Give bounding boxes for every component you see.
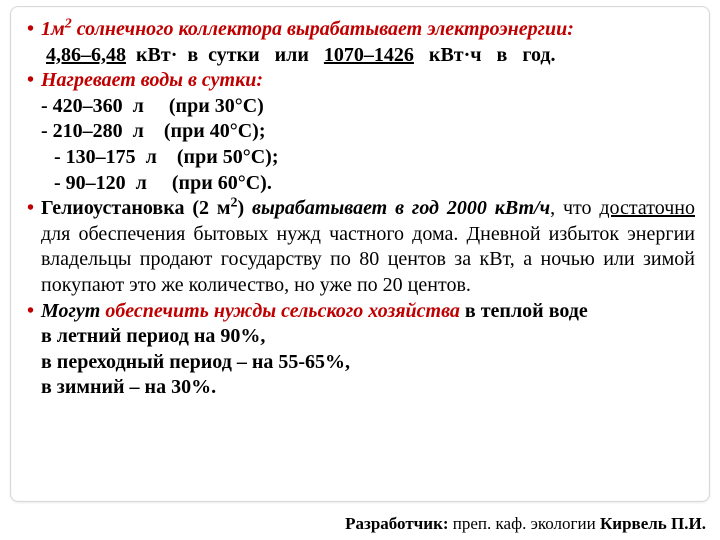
bullet-list: 1м2 солнечного коллектора вырабатывает э… <box>25 17 695 401</box>
footer-label: Разработчик: <box>345 514 448 533</box>
agri-line-3: в переходный период – на 55-65%, <box>41 350 695 376</box>
bullet-item-helio: Гелиоустановка (2 м2) вырабатывает в год… <box>31 196 695 298</box>
footer-name: Кирвель П.И. <box>600 514 706 533</box>
water-row-40c: - 210–280 л (при 40°С); <box>41 119 695 145</box>
footer-value: преп. каф. экологии <box>449 514 600 533</box>
bullet-3-text: Гелиоустановка (2 м2) вырабатывает в год… <box>41 197 695 296</box>
agri-line-4: в зимний – на 30%. <box>41 375 695 401</box>
water-row-30c: - 420–360 л (при 30°С) <box>41 94 695 120</box>
water-row-60c: - 90–120 л (при 60°С). <box>41 171 695 197</box>
bullet-1-line2: 4,86–6,48 кВт· в сутки или 1070–1426 кВт… <box>41 43 695 69</box>
agri-line-2: в летний период на 90%, <box>41 324 695 350</box>
agri-line-1: Могут обеспечить нужды сельского хозяйст… <box>41 300 588 322</box>
content-card: 1м2 солнечного коллектора вырабатывает э… <box>10 6 710 502</box>
bullet-item-water: Нагревает воды в сутки: - 420–360 л (при… <box>31 68 695 196</box>
bullet-1-title: 1м2 солнечного коллектора вырабатывает э… <box>41 18 574 40</box>
bullet-item-energy: 1м2 солнечного коллектора вырабатывает э… <box>31 17 695 68</box>
bullet-2-title: Нагревает воды в сутки: <box>41 69 263 91</box>
water-row-50c: - 130–175 л (при 50°С); <box>41 145 695 171</box>
bullet-item-agri: Могут обеспечить нужды сельского хозяйст… <box>31 299 695 401</box>
footer-credit: Разработчик: преп. каф. экологии Кирвель… <box>345 514 706 534</box>
